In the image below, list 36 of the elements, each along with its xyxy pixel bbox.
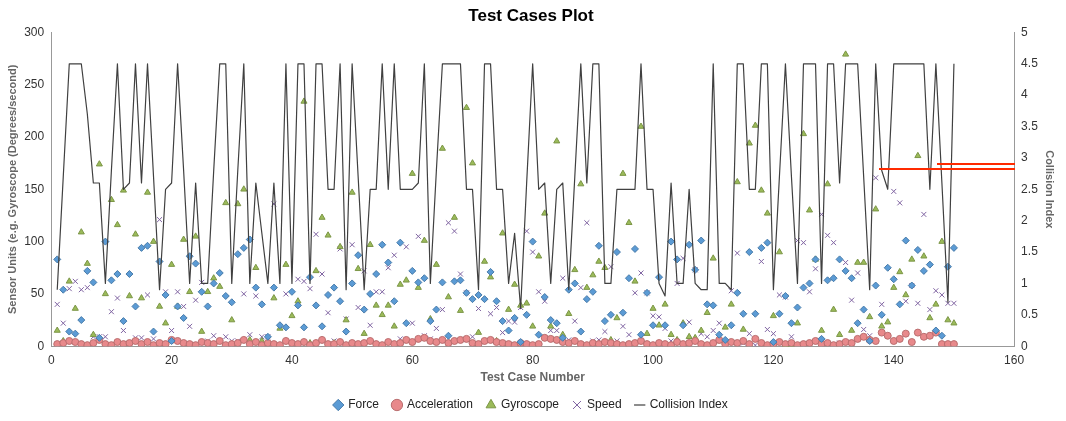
- y2-tick-label: 2: [1021, 212, 1029, 227]
- chart-title: Test Cases Plot: [468, 5, 595, 25]
- legend-label: Gyroscope: [500, 397, 560, 412]
- y-tick-label: 150: [24, 181, 45, 196]
- y-axis-title: Sensor Units (e.g. Gyroscope (Degrees/second): [5, 64, 18, 314]
- x-tick-label: 100: [643, 352, 664, 367]
- y2-tick-label: 2.5: [1021, 181, 1039, 196]
- y-tick-label: 100: [24, 233, 45, 248]
- x-tick-label: 140: [883, 352, 905, 367]
- y2-tick-label: 1.5: [1021, 244, 1039, 259]
- x-tick-label: 40: [285, 352, 299, 367]
- x-tick-label: 60: [405, 352, 420, 367]
- legend-label: Force: [348, 397, 380, 412]
- x-tick-label: 160: [1004, 352, 1025, 367]
- x-tick-label: 0: [47, 352, 55, 367]
- y-tick-label: 250: [24, 77, 45, 92]
- y-tick-label: 0: [37, 338, 45, 353]
- y-tick-label: 50: [30, 286, 45, 301]
- y2-tick-label: 4: [1021, 87, 1029, 102]
- y2-tick-label: 5: [1021, 24, 1029, 39]
- legend-label: Acceleration: [406, 397, 473, 412]
- x-axis-title: Test Case Number: [480, 370, 586, 385]
- y2-axis-title: Collision Index: [1044, 150, 1057, 230]
- y2-tick-label: 3: [1021, 150, 1029, 165]
- y-tick-label: 300: [24, 24, 45, 39]
- y2-tick-label: 4.5: [1021, 56, 1039, 71]
- legend-label: Speed: [587, 397, 622, 412]
- y2-tick-label: 0.5: [1021, 307, 1039, 322]
- y-tick-label: 200: [24, 129, 45, 144]
- x-tick-label: 80: [525, 352, 540, 367]
- y2-tick-label: 1: [1021, 275, 1029, 290]
- x-tick-label: 20: [164, 352, 179, 367]
- x-tick-label: 120: [763, 352, 784, 367]
- y2-tick-label: 3.5: [1021, 118, 1039, 133]
- y2-tick-label: 0: [1021, 338, 1029, 353]
- legend-label: Collision Index: [649, 397, 728, 412]
